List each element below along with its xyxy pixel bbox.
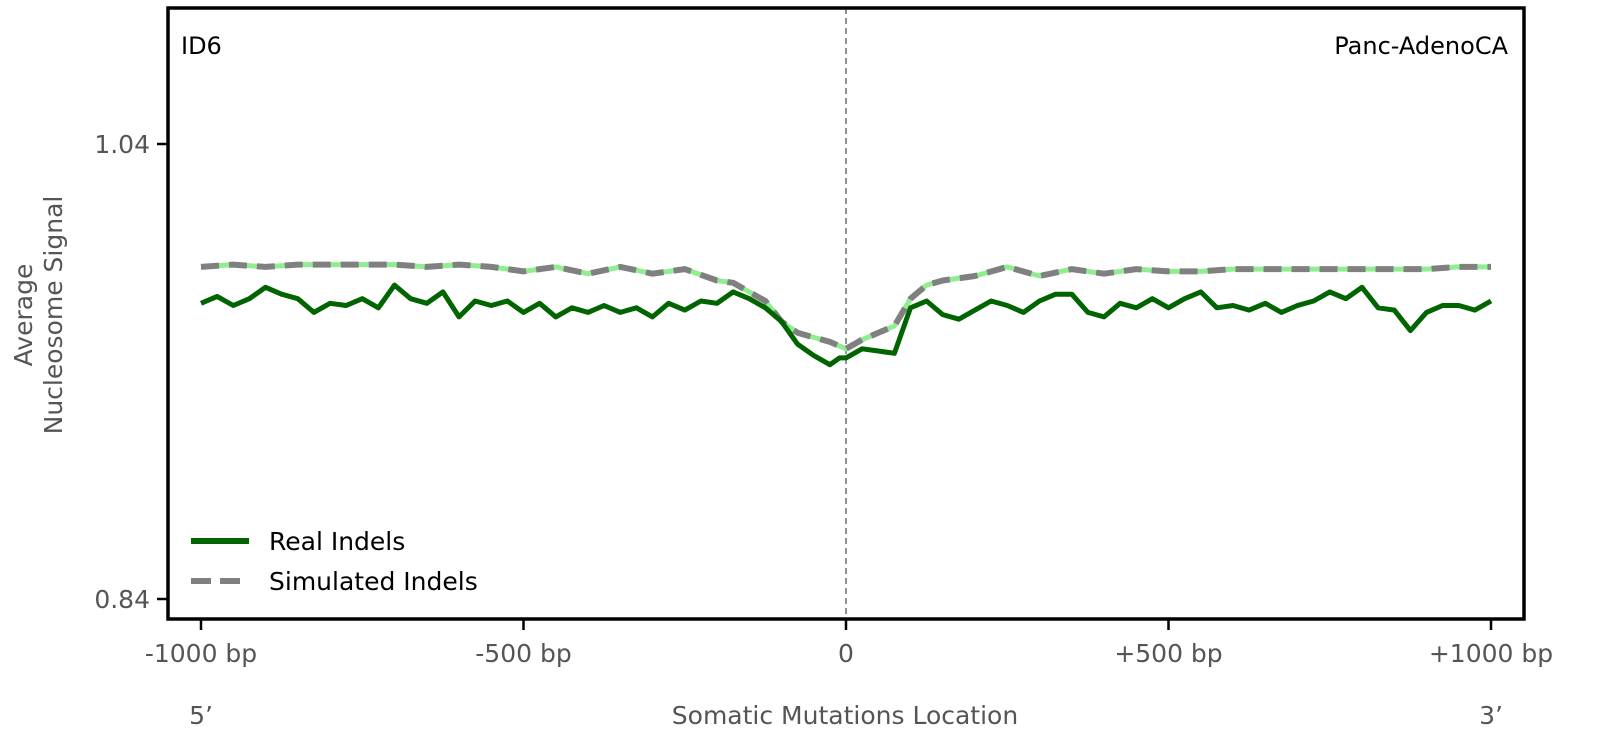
plot-series xyxy=(200,8,1493,619)
x-tick-label: +1000 bp xyxy=(1429,639,1553,668)
x-tick-label: 0 xyxy=(838,639,854,668)
y-tick-label: 1.04 xyxy=(94,130,150,159)
axes: -1000 bp -500 bp 0 +500 bp +1000 bp 1.04 0.84 S… xyxy=(9,6,1553,730)
legend: Real Indels Simulated Indels xyxy=(191,527,478,596)
three-prime-label: 3’ xyxy=(1479,701,1503,730)
series-simulated-indels-line xyxy=(200,261,1491,352)
y-axis-title-line: Average xyxy=(9,264,38,367)
y-tick-label: 0.84 xyxy=(94,585,150,614)
legend-label-simulated-indels: Simulated Indels xyxy=(269,567,478,596)
legend-label-real-indels: Real Indels xyxy=(269,527,405,556)
five-prime-label: 5’ xyxy=(189,701,213,730)
y-axis-title: AverageNucleosome Signal xyxy=(9,196,68,435)
x-tick-label: -500 bp xyxy=(475,639,571,668)
series-real-indels-line xyxy=(200,282,1493,368)
x-axis-title: Somatic Mutations Location xyxy=(672,701,1018,730)
y-axis-title-line: Nucleosome Signal xyxy=(39,196,68,435)
x-tick-label: +500 bp xyxy=(1114,639,1222,668)
x-tick-label: -1000 bp xyxy=(145,639,257,668)
panel-label-right: Panc-AdenoCA xyxy=(1334,32,1508,60)
panel-label-left: ID6 xyxy=(181,32,222,60)
